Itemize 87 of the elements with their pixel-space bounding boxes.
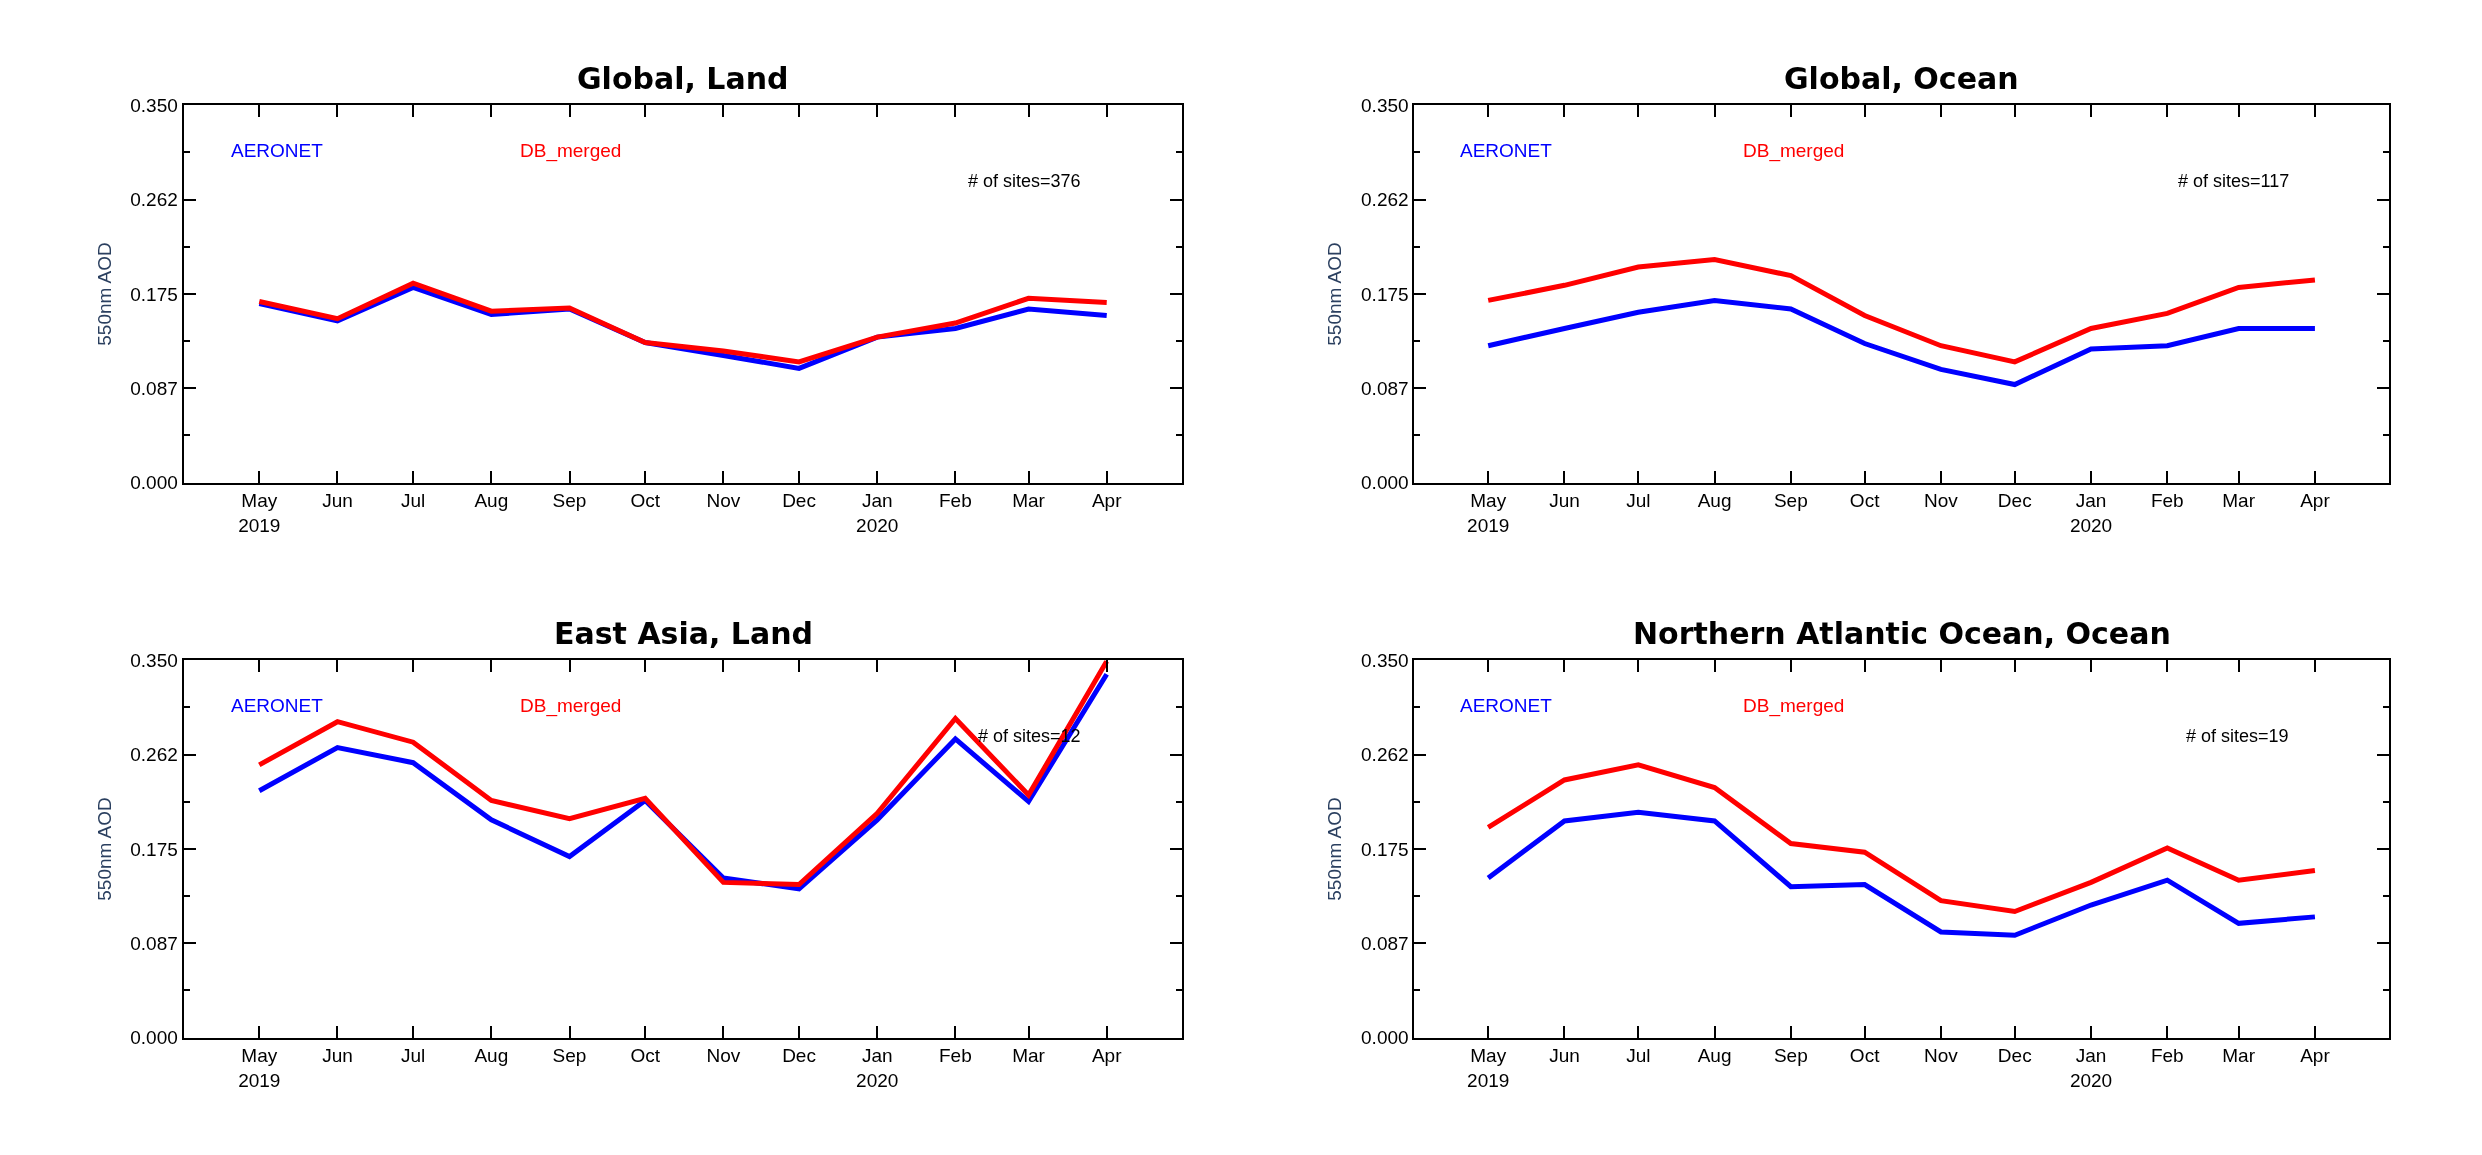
x-tick-label: Jun [1549,1045,1580,1067]
y-axis-title: 550nm AOD [93,797,115,901]
x-tick-label: Feb [2150,490,2184,512]
annotation: # of sites=376 [968,171,1081,191]
x-tick-label: Jan 2020 [2069,490,2113,537]
series-label: AERONET [231,695,324,716]
y-tick-label: 0.000 [1361,1027,1409,1049]
x-tick-label: Mar [1012,490,1046,512]
y-tick-label: 0.087 [1361,377,1409,399]
x-tick-label: Apr [2300,490,2331,512]
text: AERONET [231,140,324,161]
x-tick-label: Mar [2222,1045,2256,1067]
text: AERONET [1460,695,1553,716]
y-tick-label: 0.000 [1361,472,1409,494]
x-tick-label: Aug [474,1045,509,1067]
x-tick-label: Jan 2020 [856,1045,899,1092]
chart-title: Global, Ocean [1784,61,2019,96]
y-tick-label: 0.000 [130,472,178,494]
x-tick-label: Jul [1626,490,1651,512]
y-tick-label: 0.000 [130,1027,178,1049]
x-tick-label: Nov [1924,490,1959,512]
y-tick-label: 0.350 [130,94,178,116]
y-tick-label: 0.262 [130,189,178,211]
x-tick-label: Nov [706,490,741,512]
chart-title: East Asia, Land [554,616,814,651]
x-tick-label: Aug [1697,1045,1732,1067]
x-tick-label: Dec [782,1045,816,1067]
y-tick-label: 0.175 [130,283,178,305]
x-tick-label: Aug [1697,490,1732,512]
x-tick-label: May 2019 [1467,1045,1510,1092]
y-tick-label: 0.262 [130,744,178,766]
y-tick-label: 0.262 [1361,744,1409,766]
x-tick-label: May 2019 [238,490,281,537]
x-tick-label: Apr [1091,1045,1123,1067]
text: DB_merged [1743,140,1845,162]
chart-title: Global, Land [577,61,789,96]
y-axis-title: 550nm AOD [1324,242,1346,346]
x-tick-label: Oct [630,1045,661,1067]
x-tick-label: Jun [322,490,353,512]
y-tick-label: 0.350 [130,649,178,671]
x-tick-label: Dec [1997,490,2032,512]
x-tick-label: May 2019 [238,1045,281,1092]
text: DB_merged [1743,695,1845,717]
x-tick-label: Dec [1997,1045,2032,1067]
x-tick-label: Jun [1549,490,1580,512]
x-tick-label: Jan 2020 [856,490,899,537]
x-tick-label: Jan 2020 [2069,1045,2113,1092]
x-tick-label: Apr [2300,1045,2331,1067]
x-tick-label: Apr [1091,490,1123,512]
x-tick-label: Mar [2222,490,2256,512]
chart-title: Northern Atlantic Ocean, Ocean [1633,616,2171,651]
x-tick-label: Oct [630,490,661,512]
annotation: # of sites=19 [2186,726,2289,746]
y-tick-label: 0.175 [1361,283,1409,305]
annotation: # of sites=117 [2178,171,2290,191]
x-tick-label: Sep [1773,1045,1808,1067]
y-tick-label: 0.087 [1361,932,1409,954]
x-tick-label: Sep [1773,490,1808,512]
x-tick-label: Feb [939,490,972,512]
x-tick-label: Nov [706,1045,741,1067]
x-tick-label: May 2019 [1467,490,1510,537]
y-tick-label: 0.087 [130,932,178,954]
x-tick-label: Oct [1849,490,1881,512]
x-tick-label: Feb [939,1045,972,1067]
y-tick-label: 0.087 [130,377,178,399]
x-tick-label: Jul [400,1045,426,1067]
x-tick-label: Mar [1012,1045,1046,1067]
x-tick-label: Sep [552,490,587,512]
text: DB_merged [520,140,622,162]
x-tick-label: Nov [1924,1045,1959,1067]
x-tick-label: Jun [322,1045,353,1067]
x-tick-label: Dec [782,490,816,512]
x-tick-label: Sep [552,1045,587,1067]
y-tick-label: 0.350 [1361,649,1409,671]
y-axis-title: 550nm AOD [1324,797,1346,901]
y-tick-label: 0.175 [130,838,178,860]
y-tick-label: 0.262 [1361,189,1409,211]
text: AERONET [1460,140,1553,161]
x-tick-label: Oct [1849,1045,1881,1067]
y-tick-label: 0.350 [1361,94,1409,116]
x-tick-label: Jul [400,490,426,512]
x-tick-label: Jul [1626,1045,1651,1067]
text: DB_merged [520,695,622,717]
x-tick-label: Feb [2150,1045,2184,1067]
y-tick-label: 0.175 [1361,838,1409,860]
x-tick-label: Aug [474,490,509,512]
y-axis-title: 550nm AOD [93,242,115,346]
